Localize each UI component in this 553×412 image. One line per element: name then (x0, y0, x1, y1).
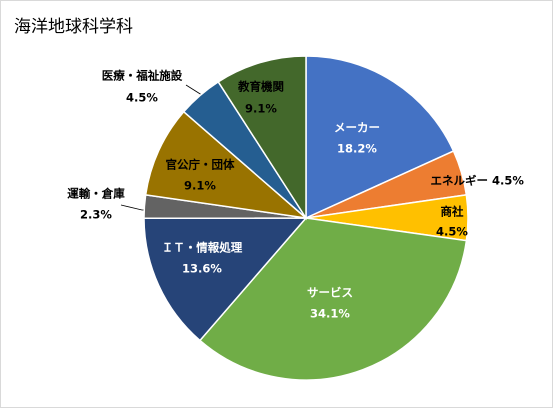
slice-label: 官公庁・団体 (166, 158, 235, 172)
value-label: 18.2% (337, 142, 377, 156)
pie-slice (217, 55, 307, 221)
slice-label: 医療・福祉施設 (102, 69, 183, 83)
value-label: 34.1% (310, 307, 350, 321)
pie-slice (143, 217, 308, 342)
value-label: 4.5% (126, 91, 158, 105)
chart-title: 海洋地球科学科 (14, 17, 133, 37)
value-label: 9.1% (184, 179, 216, 193)
slice-label: 商社 (441, 205, 464, 219)
slice-label: サービス (307, 286, 353, 300)
value-label: 4.5% (436, 225, 468, 239)
pie-slice (144, 110, 309, 220)
value-label: 4.5% (492, 174, 524, 188)
value-label: 2.3% (80, 208, 112, 222)
slice-label: 教育機関 (237, 80, 284, 94)
slice-label: ＩＴ・情報処理 (162, 241, 243, 255)
pie-slice (305, 55, 455, 220)
value-label: 9.1% (245, 102, 277, 116)
slice-label: 運輸・倉庫 (67, 187, 125, 201)
value-label: 13.6% (182, 262, 222, 276)
slice-label: エネルギー (431, 174, 489, 188)
slice-label: メーカー (334, 121, 380, 135)
pie-slice (198, 217, 468, 381)
